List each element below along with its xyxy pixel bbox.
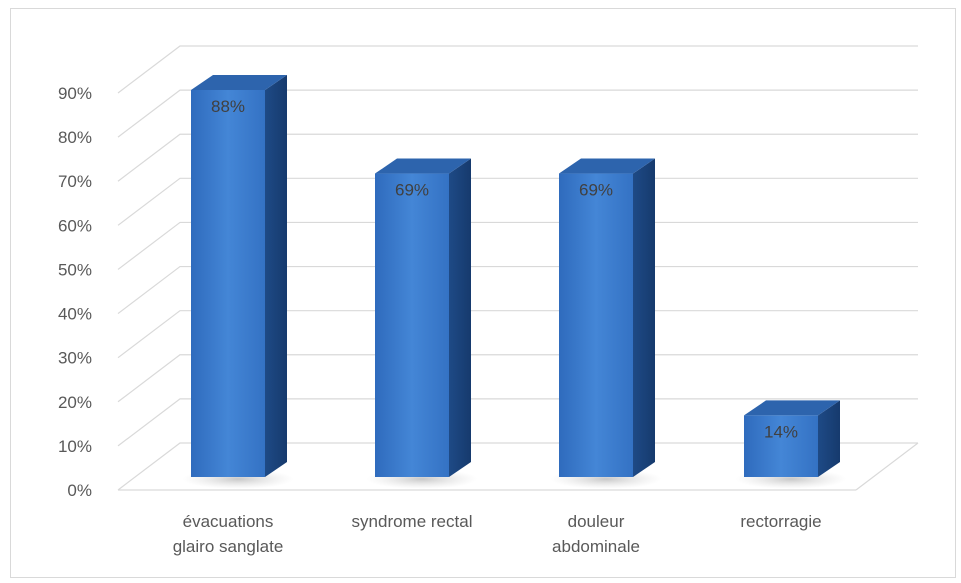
- y-tick-label: 20%: [58, 393, 92, 412]
- bar-top: [744, 400, 840, 416]
- gridline: [117, 354, 918, 403]
- bar-front: [559, 173, 633, 477]
- y-tick-label: 50%: [58, 260, 92, 279]
- y-tick-label: 30%: [58, 349, 92, 368]
- gridline: [117, 221, 918, 270]
- y-tick-label: 40%: [58, 305, 92, 324]
- gridline: [117, 442, 918, 491]
- gridlines: [117, 45, 919, 491]
- bar: [735, 400, 847, 489]
- data-labels: 88% 69% 69% 14%: [211, 97, 798, 441]
- bar: [550, 158, 662, 489]
- y-tick-label: 10%: [58, 437, 92, 456]
- bar: [366, 158, 478, 489]
- gridline: [117, 45, 918, 94]
- floor-side-edge: [855, 442, 919, 491]
- bar-top: [559, 158, 655, 174]
- y-tick-label: 60%: [58, 216, 92, 235]
- gridline: [117, 177, 918, 226]
- x-axis-categories: évacuations glairo sanglate syndrome recta…: [173, 512, 822, 556]
- y-tick-label: 70%: [58, 172, 92, 191]
- y-tick-label: 80%: [58, 128, 92, 147]
- category-label: évacuations glairo sanglate: [173, 512, 284, 556]
- bar-front: [191, 90, 265, 477]
- bar-side: [633, 158, 655, 477]
- y-tick-label: 0%: [67, 481, 92, 500]
- gridline: [117, 310, 918, 359]
- data-label: 69%: [579, 181, 613, 200]
- category-label: douleur abdominale: [552, 512, 640, 556]
- data-label: 14%: [764, 422, 798, 441]
- bar-side: [265, 75, 287, 477]
- gridline: [117, 265, 918, 315]
- category-label: syndrome rectal: [352, 512, 473, 531]
- bar-front: [375, 173, 449, 477]
- bar-front: [744, 415, 818, 477]
- gridline: [117, 133, 918, 182]
- bar: [182, 75, 294, 489]
- bars: [182, 75, 847, 489]
- bar-top: [375, 158, 471, 174]
- y-axis-ticks: 0% 10% 20% 30% 40% 50% 60% 70% 80% 90%: [58, 84, 92, 500]
- bar-side: [449, 158, 471, 477]
- gridline: [117, 89, 918, 138]
- y-tick-label: 90%: [58, 84, 92, 103]
- bar-side: [818, 400, 840, 477]
- category-label: rectorragie: [740, 512, 821, 531]
- data-label: 88%: [211, 97, 245, 116]
- data-label: 69%: [395, 181, 429, 200]
- gridline: [117, 398, 918, 447]
- bar-top: [191, 75, 287, 90]
